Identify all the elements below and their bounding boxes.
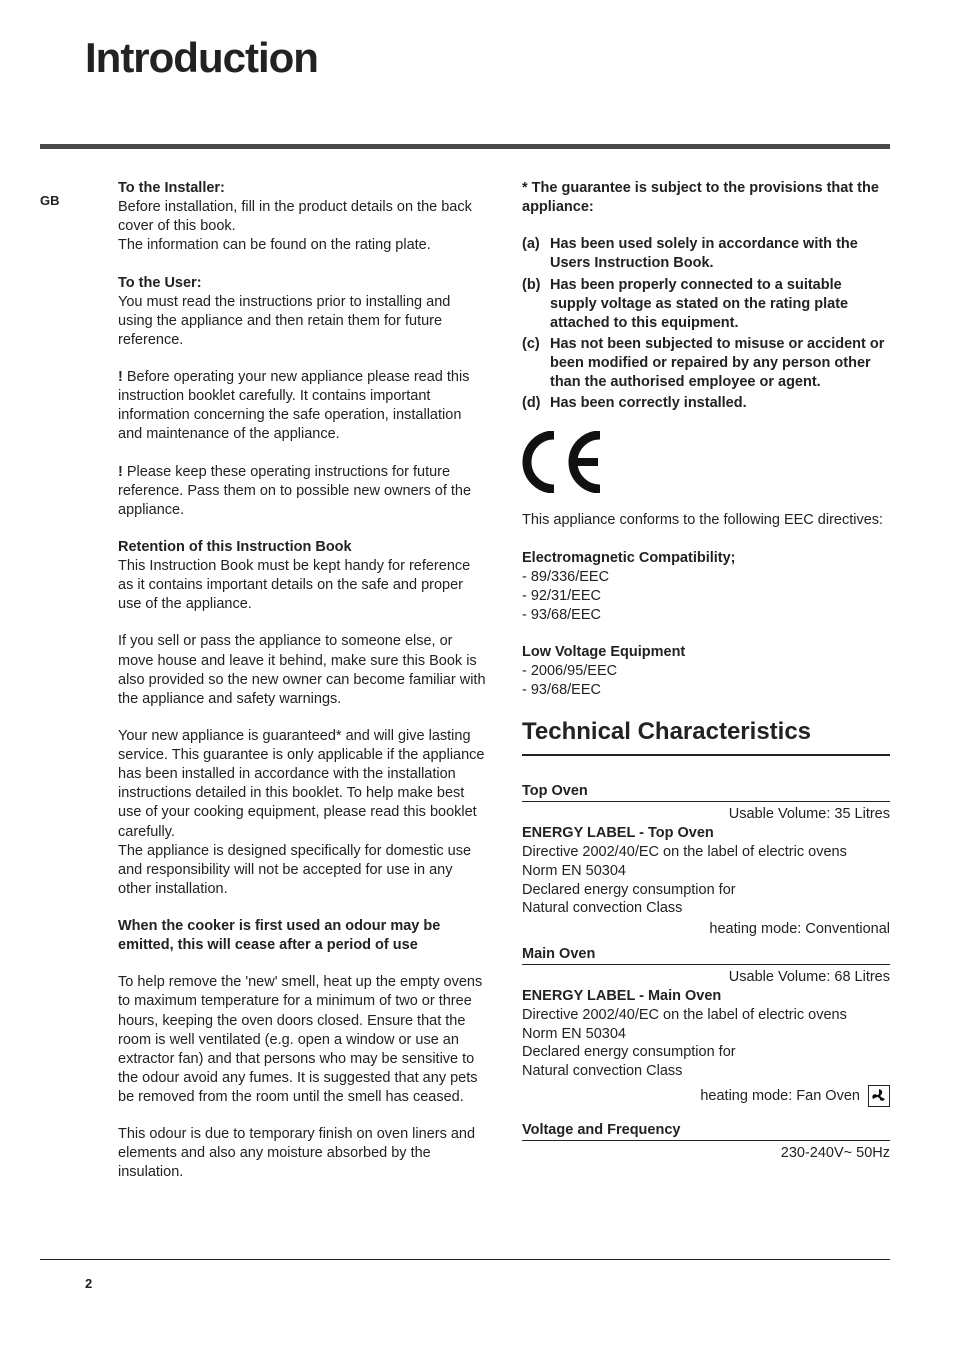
retention-heading: Retention of this Instruction Book [118, 538, 486, 557]
provision-text: Has been properly connected to a suitabl… [550, 276, 890, 333]
guarantee-p: Your new appliance is guaranteed* and wi… [118, 727, 486, 842]
to-installer-p1: Before installation, fill in the product… [118, 198, 486, 236]
page-title: Introduction [85, 34, 890, 82]
voltage-frequency-value: 230-240V~ 50Hz [522, 1144, 890, 1163]
el-main-mode-row: heating mode: Fan Oven [522, 1085, 890, 1107]
region-badge: GB [40, 193, 80, 208]
el-top-mode: heating mode: Conventional [522, 920, 890, 939]
odour-p1: To help remove the 'new' smell, heat up … [118, 973, 486, 1107]
emc-item: - 89/336/EEC [522, 568, 890, 587]
main-oven-label: Main Oven [522, 945, 890, 964]
tc-divider [522, 1140, 890, 1141]
guarantee-conditions-heading: * The guarantee is subject to the provis… [522, 179, 890, 217]
el-main-l3: Declared energy consumption for [522, 1043, 890, 1062]
provisions-list: (a)Has been used solely in accordance wi… [522, 235, 890, 413]
conforms-text: This appliance conforms to the following… [522, 511, 890, 530]
provision-key: (b) [522, 276, 550, 333]
emc-heading: Electromagnetic Compatibility; [522, 549, 890, 568]
odour-p2: This odour is due to temporary finish on… [118, 1125, 486, 1182]
right-column: * The guarantee is subject to the provis… [522, 179, 890, 1201]
energy-label-top-heading: ENERGY LABEL - Top Oven [522, 824, 890, 843]
tc-divider [522, 964, 890, 965]
to-installer-heading: To the Installer: [118, 179, 486, 198]
provision-item: (b)Has been properly connected to a suit… [522, 276, 890, 333]
el-top-l2: Norm EN 50304 [522, 862, 890, 881]
top-oven-label: Top Oven [522, 782, 890, 801]
el-main-l4: Natural convection Class [522, 1062, 890, 1081]
retention-p2: If you sell or pass the appliance to som… [118, 632, 486, 709]
energy-label-main-heading: ENERGY LABEL - Main Oven [522, 987, 890, 1006]
page-number: 2 [85, 1276, 890, 1291]
technical-characteristics-heading: Technical Characteristics [522, 718, 890, 746]
provision-key: (a) [522, 235, 550, 273]
provision-text: Has not been subjected to misuse or acci… [550, 335, 890, 392]
el-top-l1: Directive 2002/40/EC on the label of ele… [522, 843, 890, 862]
title-rule [40, 144, 890, 149]
el-main-l2: Norm EN 50304 [522, 1025, 890, 1044]
lv-heading: Low Voltage Equipment [522, 643, 890, 662]
lv-item: - 2006/95/EEC [522, 662, 890, 681]
voltage-frequency-label: Voltage and Frequency [522, 1121, 890, 1140]
warning-2-text: Please keep these operating instructions… [118, 464, 471, 518]
el-top-l3: Declared energy consumption for [522, 881, 890, 900]
bang-icon: ! [118, 369, 127, 385]
odour-heading: When the cooker is first used an odour m… [118, 917, 486, 955]
lv-item: - 93/68/EEC [522, 681, 890, 700]
page-footer: 2 [40, 1259, 890, 1292]
to-installer-p2: The information can be found on the rati… [118, 236, 486, 255]
provision-item: (c)Has not been subjected to misuse or a… [522, 335, 890, 392]
retention-p1: This Instruction Book must be kept handy… [118, 557, 486, 614]
warning-1-text: Before operating your new appliance plea… [118, 369, 469, 442]
provision-key: (c) [522, 335, 550, 392]
tc-rule [522, 754, 890, 756]
provision-text: Has been used solely in accordance with … [550, 235, 890, 273]
main-oven-volume: Usable Volume: 68 Litres [522, 968, 890, 987]
ce-mark-icon [522, 431, 890, 493]
el-main-mode: heating mode: Fan Oven [700, 1088, 860, 1104]
warning-2: ! Please keep these operating instructio… [118, 463, 486, 520]
provision-text: Has been correctly installed. [550, 394, 747, 413]
provision-item: (d)Has been correctly installed. [522, 394, 890, 413]
provision-item: (a)Has been used solely in accordance wi… [522, 235, 890, 273]
left-column: To the Installer: Before installation, f… [118, 179, 486, 1201]
emc-item: - 92/31/EEC [522, 587, 890, 606]
warning-1: ! Before operating your new appliance pl… [118, 368, 486, 445]
to-user-p1: You must read the instructions prior to … [118, 293, 486, 350]
top-oven-volume: Usable Volume: 35 Litres [522, 805, 890, 824]
el-main-l1: Directive 2002/40/EC on the label of ele… [522, 1006, 890, 1025]
bang-icon: ! [118, 464, 127, 480]
footer-rule [40, 1259, 890, 1261]
tc-divider [522, 801, 890, 802]
provision-key: (d) [522, 394, 550, 413]
to-user-heading: To the User: [118, 274, 486, 293]
el-top-l4: Natural convection Class [522, 899, 890, 918]
domestic-p: The appliance is designed specifically f… [118, 842, 486, 899]
emc-item: - 93/68/EEC [522, 606, 890, 625]
fan-oven-icon [868, 1085, 890, 1107]
